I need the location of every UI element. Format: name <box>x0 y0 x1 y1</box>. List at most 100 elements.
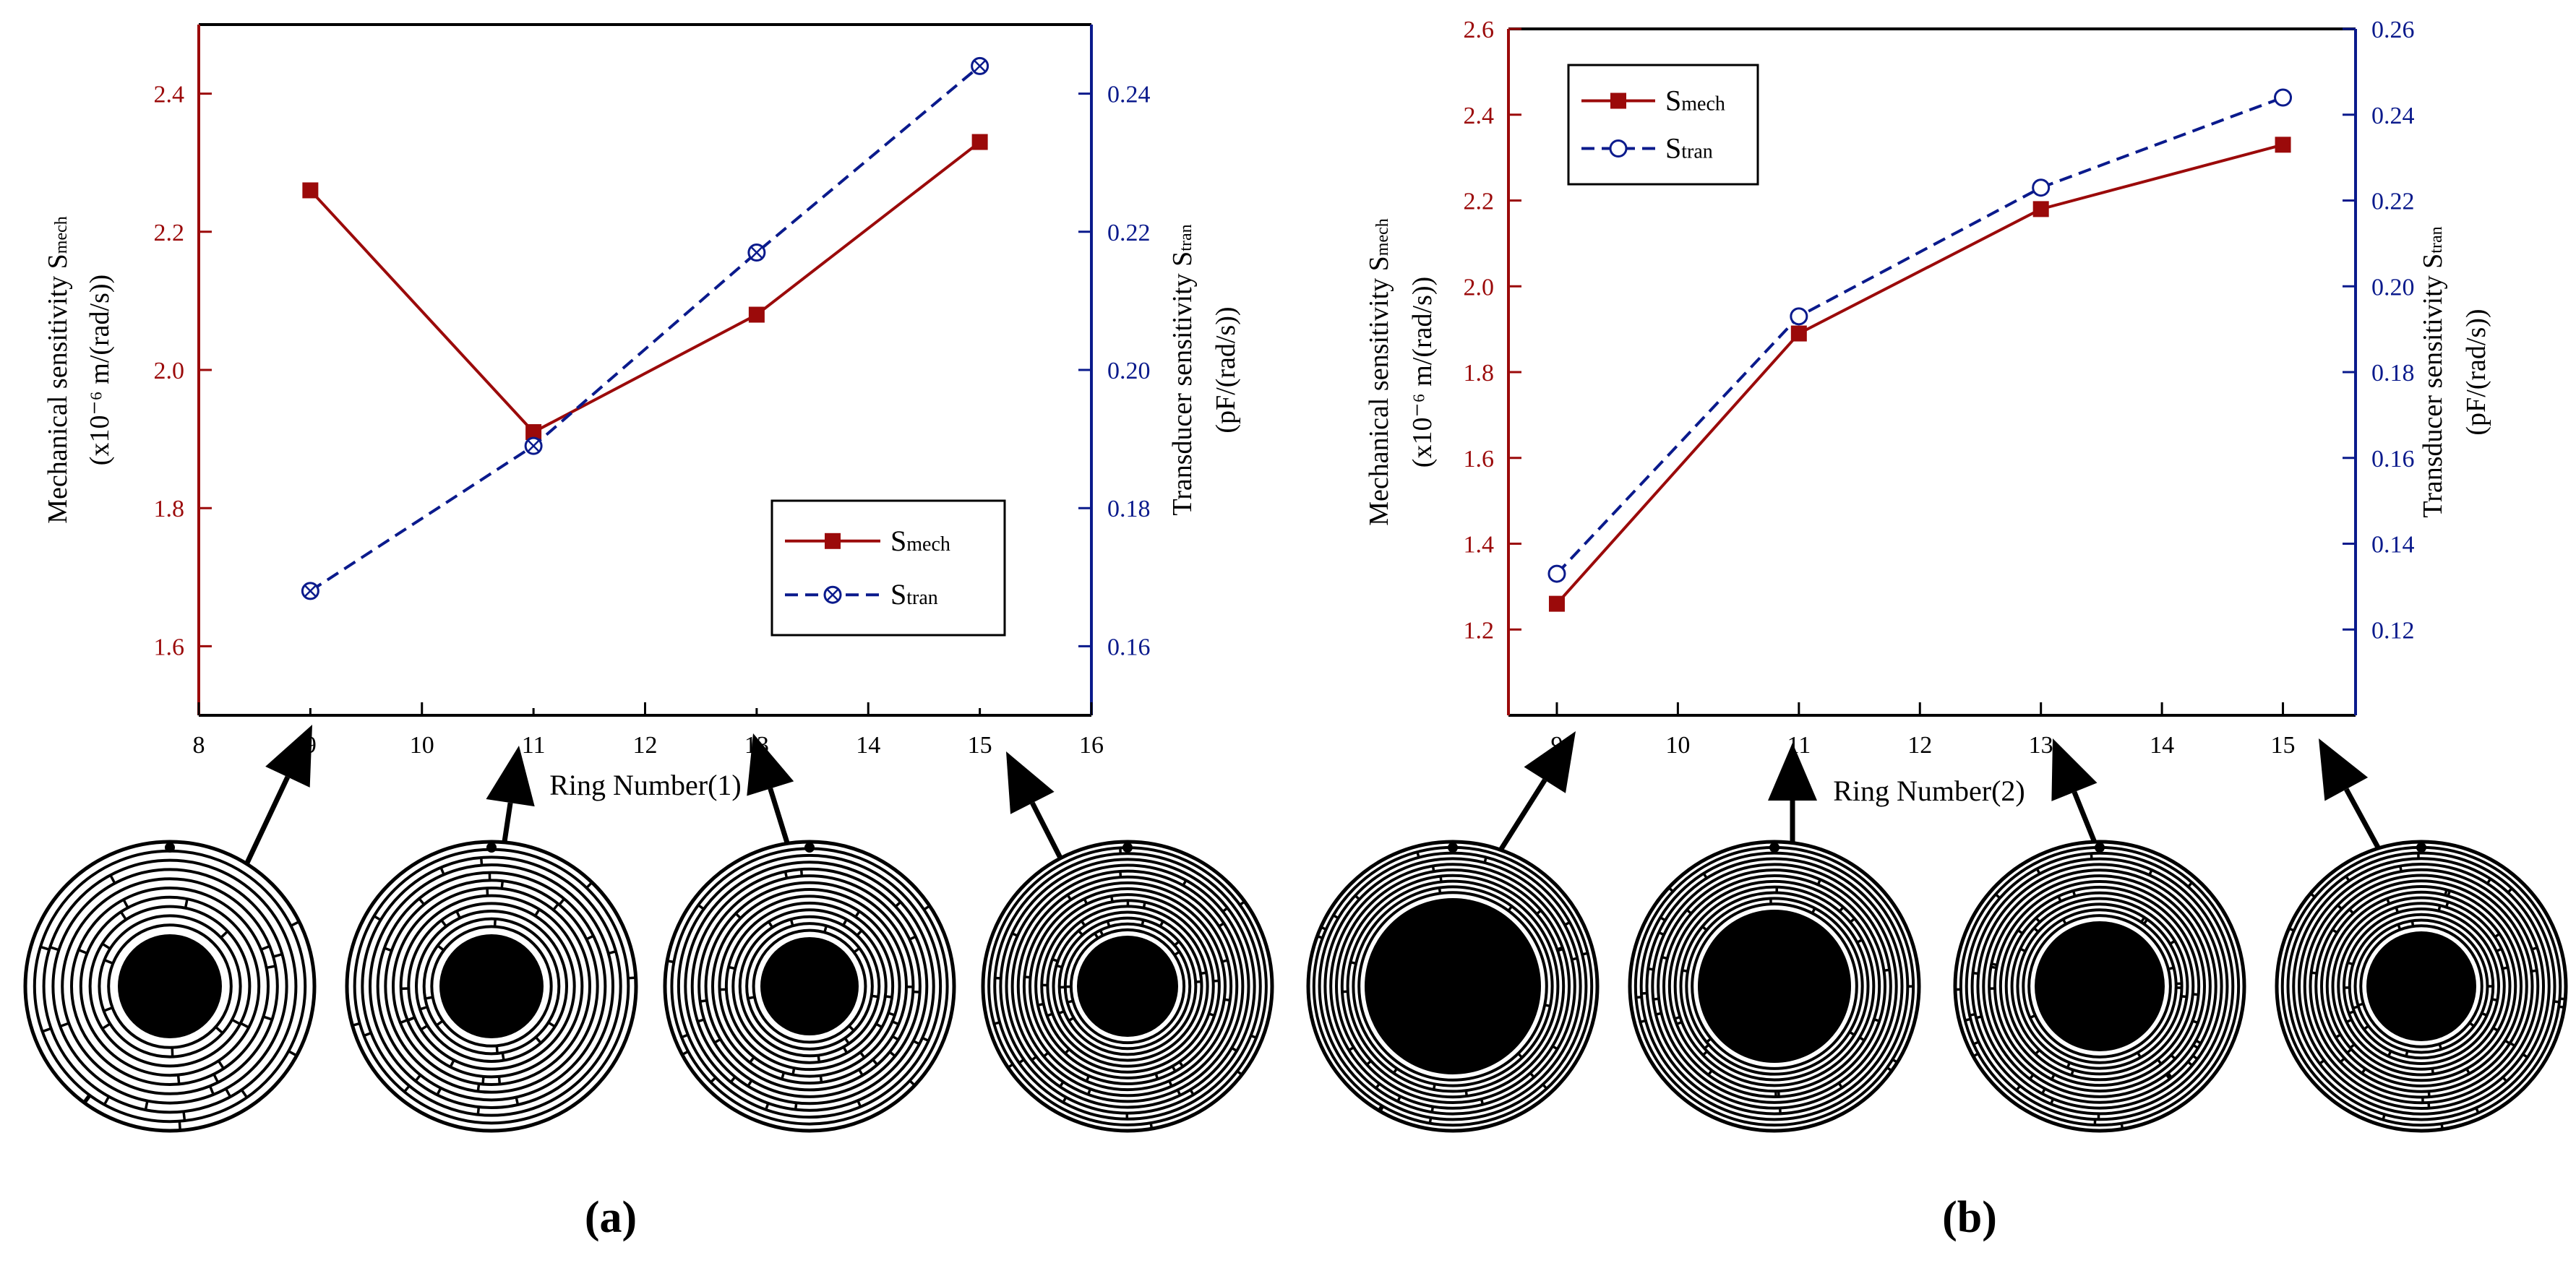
ring <box>2004 891 2195 1082</box>
ring-link <box>59 1022 69 1028</box>
legend-marker <box>823 585 842 604</box>
ring <box>88 905 252 1068</box>
disc-core <box>2366 931 2476 1041</box>
ring <box>690 867 929 1105</box>
ring <box>2331 896 2512 1077</box>
ring <box>2325 890 2517 1082</box>
legend-entry-sub: tran <box>906 587 938 609</box>
ring <box>1993 880 2206 1092</box>
left-y-tick-label: 1.8 <box>154 496 185 522</box>
ring <box>724 901 895 1072</box>
ring-link <box>215 1025 224 1035</box>
ring <box>1318 851 1588 1121</box>
ring <box>704 881 915 1092</box>
legend-entry: Stran <box>1665 132 1713 165</box>
ring-link <box>49 946 59 952</box>
data-point-mech <box>1790 325 1807 342</box>
left-y-tick-label: 2.4 <box>1464 103 1495 129</box>
data-point-mech <box>2032 201 2049 217</box>
left-y-axis-title-sub: mech <box>52 216 71 254</box>
ring <box>1673 885 1876 1087</box>
legend-entry-main: S <box>1665 132 1681 165</box>
right-y-axis-title-sub: tran <box>1177 224 1195 251</box>
ring <box>2286 851 2556 1121</box>
disc-core <box>760 937 859 1035</box>
marker-cross <box>826 588 839 602</box>
ring <box>2353 918 2489 1054</box>
ring-link <box>101 942 111 950</box>
left-y-tick-label: 2.2 <box>1464 189 1495 215</box>
ring <box>1057 916 1198 1056</box>
x-tick-label: 14 <box>2150 732 2174 759</box>
ring <box>1976 863 2223 1110</box>
ring <box>1022 881 1233 1092</box>
ring <box>2314 879 2528 1093</box>
ring <box>1679 891 1870 1082</box>
left-y-axis-title-main: Mechanical sensitivity S <box>43 254 73 524</box>
ring-link <box>1007 1063 1014 1069</box>
legend-marker <box>1610 92 1626 109</box>
right-y-axis-unit: (pF/(rad/s)) <box>2461 309 2491 435</box>
left-y-tick-label: 1.8 <box>1464 360 1495 387</box>
data-point-tran <box>1547 564 1566 583</box>
ring <box>2027 914 2172 1059</box>
legend-entry: Smech <box>890 525 950 557</box>
ring-link <box>681 1050 689 1056</box>
left-y-tick-label: 1.6 <box>1464 446 1495 473</box>
ring <box>2292 857 2551 1116</box>
ring-diagram-15 <box>981 840 1274 1133</box>
ring <box>1052 910 1203 1062</box>
ring <box>98 914 242 1059</box>
right-y-tick-label: 0.26 <box>2371 17 2415 43</box>
right-y-tick-label: 0.22 <box>2371 189 2415 215</box>
ring-link <box>1892 1058 1898 1064</box>
ring <box>376 871 607 1102</box>
ring <box>1005 863 1250 1109</box>
legend-box <box>1567 64 1759 186</box>
data-point-tran <box>747 243 766 262</box>
series-line-tran <box>309 64 981 592</box>
ring-link <box>2288 927 2295 932</box>
legend-entry: Smech <box>1665 85 1725 117</box>
ring <box>1346 879 1560 1093</box>
ring <box>392 887 591 1086</box>
ring-link <box>78 948 88 954</box>
ring-link <box>122 899 129 909</box>
ring <box>1651 863 1898 1110</box>
data-point-mech <box>2275 137 2291 153</box>
ring <box>1645 857 1904 1116</box>
ring <box>1982 868 2217 1104</box>
marker-cross <box>304 585 317 598</box>
panel-caption: (b) <box>1942 1193 1997 1242</box>
marker-cross <box>527 439 541 453</box>
data-point-tran <box>2032 178 2051 197</box>
ring <box>107 923 233 1049</box>
ring-link <box>2120 1123 2124 1129</box>
left-y-axis-unit: (x10⁻⁶ m/(rad/s)) <box>85 275 115 465</box>
ring <box>1063 922 1192 1051</box>
ring <box>1998 885 2201 1087</box>
ring-link <box>1316 934 1323 939</box>
right-y-tick-label: 0.16 <box>2371 446 2415 473</box>
ring-diagram-9 <box>23 840 317 1133</box>
right-y-tick-label: 0.20 <box>2371 274 2415 301</box>
ring <box>1691 902 1858 1070</box>
data-point-tran <box>1790 307 1808 326</box>
x-tick-label: 13 <box>2029 732 2053 759</box>
ring-link <box>224 1087 232 1098</box>
ring <box>2298 863 2545 1110</box>
ring-link <box>82 1094 90 1103</box>
ring-link <box>40 945 50 951</box>
ring <box>1016 875 1239 1098</box>
left-y-axis-title-sub: mech <box>1373 218 1392 256</box>
data-point-mech <box>302 182 319 199</box>
ring-link <box>184 898 189 909</box>
ring-link <box>272 952 283 958</box>
ring <box>1069 928 1186 1045</box>
ring <box>1010 869 1245 1103</box>
legend-marker <box>1609 139 1628 158</box>
ring-diagram-11 <box>345 840 638 1133</box>
ring <box>361 855 622 1117</box>
ring-diagram-11 <box>1628 840 1921 1133</box>
ring <box>1662 874 1886 1098</box>
